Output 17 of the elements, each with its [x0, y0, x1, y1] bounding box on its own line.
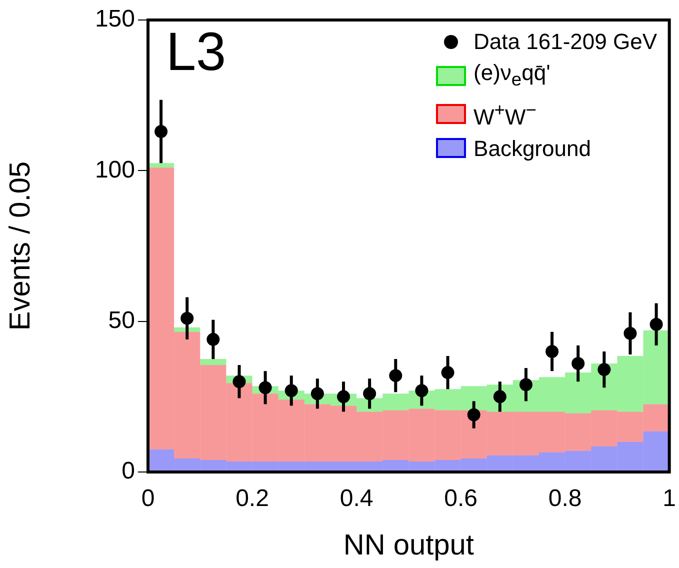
y-tick-label: 50: [108, 306, 135, 334]
x-axis-title: NN output: [343, 530, 474, 562]
legend-label: W$^{+}$W$^{−}$: [474, 98, 536, 132]
x-tick-label: 0: [141, 485, 155, 512]
y-tick-label: 150: [94, 6, 135, 33]
y-tick-label: 0: [122, 458, 135, 485]
legend-label: (e)ν$_{e}$qq̄': [474, 59, 550, 92]
annotation: L3: [166, 22, 226, 82]
x-tick-label: 0.8: [548, 485, 582, 512]
y-tick-label: 100: [94, 156, 135, 184]
legend-label: Data 161-209 GeV: [474, 28, 657, 56]
x-tick-label: 1: [662, 485, 676, 512]
x-tick-label: 0.4: [340, 485, 374, 512]
x-tick-label: 0.6: [444, 485, 478, 512]
x-tick-label: 0.2: [236, 485, 269, 512]
y-axis-title: Events / 0.05: [4, 161, 36, 331]
legend-label: Background: [474, 134, 591, 163]
